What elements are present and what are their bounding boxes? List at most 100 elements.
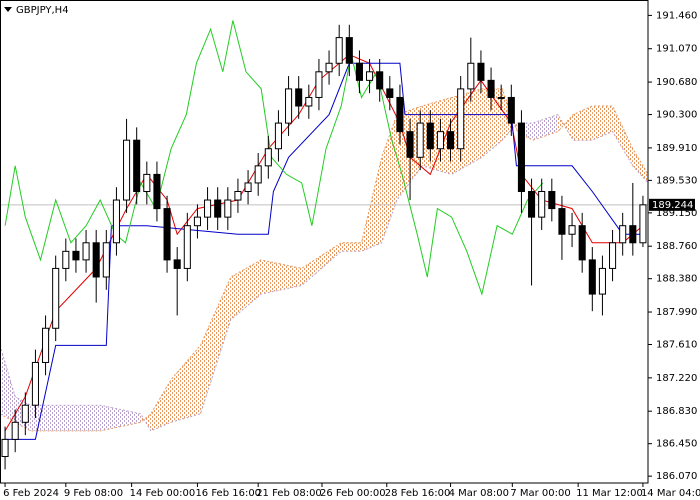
candle-body — [102, 242, 110, 278]
x-tick-label: 6 Feb 2024 — [3, 488, 59, 499]
candle-body — [21, 404, 29, 423]
candle-body — [609, 242, 617, 269]
candle-body — [193, 216, 201, 227]
x-tick-label: 28 Feb 16:00 — [385, 488, 451, 499]
candle-body — [173, 259, 181, 269]
candle-body — [82, 242, 90, 261]
candle-body — [295, 88, 303, 107]
candle-body — [507, 96, 515, 124]
y-tick-label: 190.680 — [656, 77, 697, 88]
x-tick-label: 16 Feb 16:00 — [195, 488, 261, 499]
candle-body — [497, 96, 505, 99]
cloud-segment — [0, 345, 16, 423]
y-tick-label: 187.220 — [656, 373, 697, 384]
candle-body — [355, 62, 363, 81]
indicator-line — [5, 62, 643, 440]
y-tick-label: 189.530 — [656, 175, 697, 186]
y-tick-label: 186.070 — [656, 471, 697, 482]
cloud-segment — [341, 242, 362, 252]
menu-arrow[interactable] — [4, 7, 12, 12]
candle-body — [183, 225, 191, 269]
candle-body — [406, 131, 414, 158]
y-tick-label: 187.990 — [656, 307, 697, 318]
candle-body — [517, 122, 525, 192]
y-tick-label: 186.830 — [656, 406, 697, 417]
cloud-segment — [532, 114, 558, 141]
candle-body — [112, 199, 120, 244]
cloud-segment — [171, 345, 201, 423]
candle-body — [568, 225, 576, 235]
cloud-segment — [481, 88, 503, 158]
candle-body — [254, 165, 262, 184]
cloud-segment — [612, 106, 633, 166]
candle-body — [619, 225, 627, 244]
y-tick-label: 187.610 — [656, 340, 697, 351]
x-tick-label: 11 Mar 12:00 — [576, 488, 643, 499]
candle-body — [578, 225, 586, 261]
cloud-segment — [301, 242, 342, 286]
candle-body — [325, 62, 333, 73]
candle-body — [426, 122, 434, 150]
candle-body — [548, 190, 556, 210]
candle-body — [214, 199, 222, 218]
candle-body — [396, 96, 404, 133]
cloud-segment — [60, 405, 101, 431]
candle-body — [274, 122, 282, 150]
senkou-span-b — [0, 113, 649, 432]
x-tick-label: 7 Mar 00:00 — [510, 488, 570, 499]
symbol-title: GBPJPY,H4 — [16, 5, 69, 16]
y-tick-label: 191.460 — [656, 10, 697, 21]
cloud-segment — [632, 148, 648, 183]
candle-body — [1, 438, 9, 457]
y-tick-label: 190.300 — [656, 110, 697, 121]
x-tick-label: 9 Feb 08:00 — [64, 488, 123, 499]
y-tick-label: 188.760 — [656, 241, 697, 252]
candle-body — [487, 79, 495, 98]
candle-body — [133, 139, 141, 192]
x-tick-label: 4 Mar 08:00 — [449, 488, 509, 499]
cloud-segment — [261, 259, 302, 295]
candle-body — [234, 190, 242, 201]
candle-body — [244, 182, 252, 192]
y-tick-label: 186.450 — [656, 439, 697, 450]
cloud-segment — [30, 405, 61, 431]
candle-body — [52, 267, 60, 329]
candle-body — [305, 96, 313, 107]
candle-body — [204, 199, 212, 218]
candle-body — [315, 71, 323, 98]
candle-body — [31, 361, 39, 406]
candle-body — [467, 62, 475, 90]
cloud-segment — [200, 276, 231, 414]
cloud-segment — [230, 259, 262, 320]
candle-body — [366, 71, 374, 81]
candle-body — [457, 88, 465, 150]
candle-body — [224, 199, 232, 218]
x-tick-label: 14 Mar 04:00 — [641, 488, 700, 499]
candle-body — [153, 173, 161, 210]
candle-body — [447, 131, 455, 150]
candle-body — [629, 225, 637, 244]
cloud-segment — [573, 106, 593, 141]
candle-body — [11, 421, 19, 440]
candle-body — [639, 204, 647, 244]
candle-body — [72, 250, 80, 261]
last-price-box — [649, 198, 695, 211]
cloud-segment — [361, 157, 382, 252]
plot-frame — [0, 0, 649, 484]
candle-body — [335, 37, 343, 64]
candle-body — [558, 208, 566, 235]
plot-area — [0, 20, 649, 470]
candle-body — [345, 37, 353, 64]
x-tick-label: 14 Feb 00:00 — [130, 488, 196, 499]
candle-body — [376, 71, 384, 90]
candle-body — [264, 148, 272, 167]
candle-body — [588, 259, 596, 295]
candle-body — [436, 131, 444, 150]
cloud-segment — [100, 405, 141, 431]
candle-body — [163, 208, 171, 261]
candle-body — [42, 327, 50, 363]
candle-body — [598, 267, 606, 295]
y-tick-label: 189.910 — [656, 143, 697, 154]
